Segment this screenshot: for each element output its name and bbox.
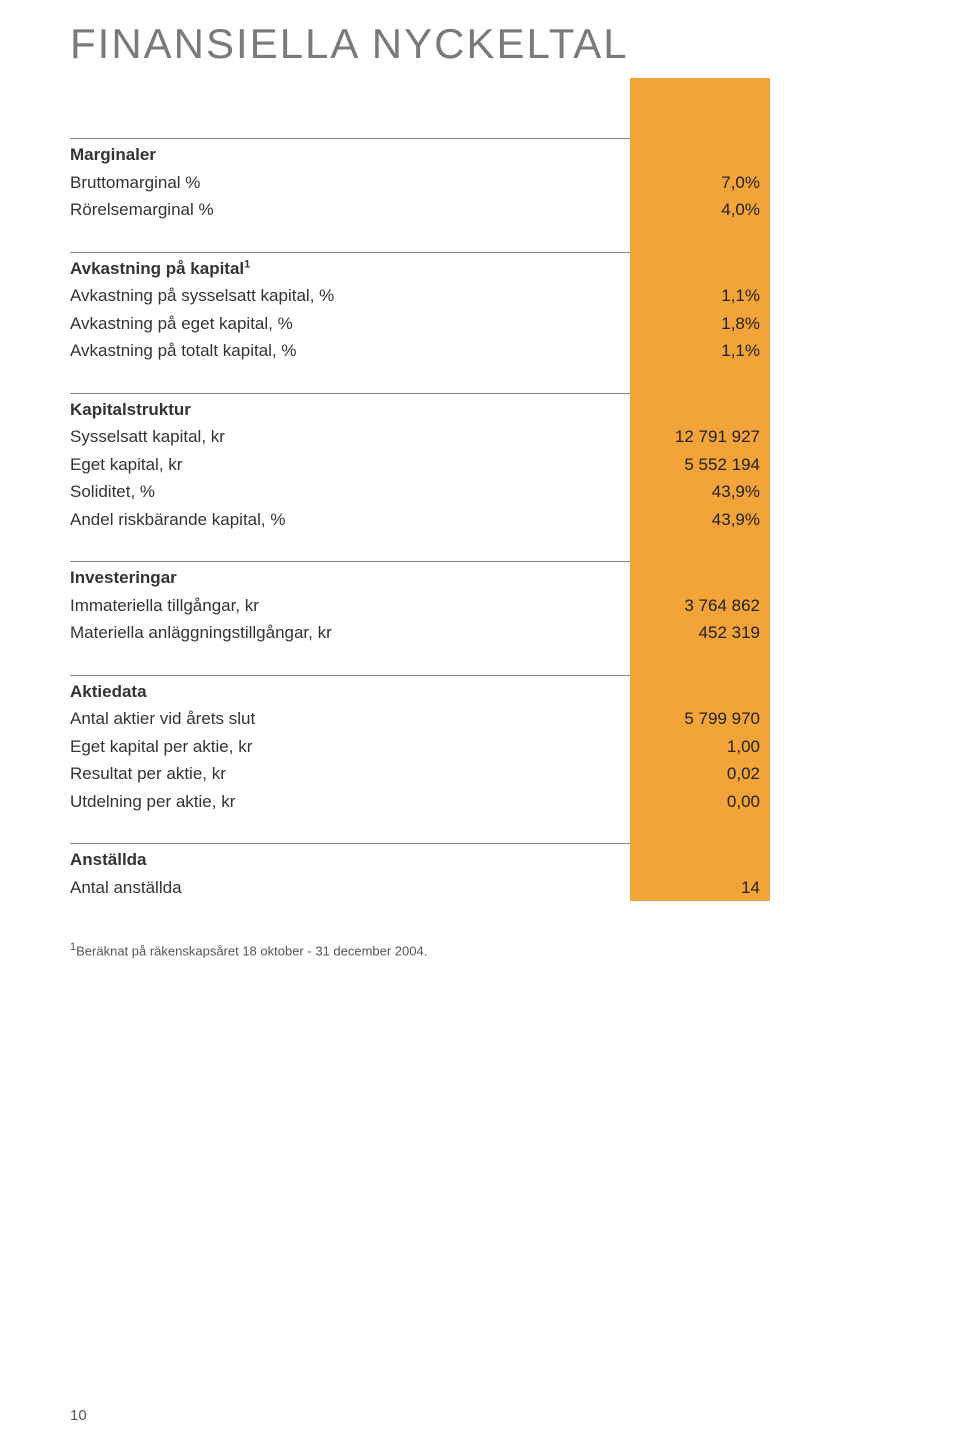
table-row: Resultat per aktie, kr0,02 bbox=[70, 760, 900, 788]
table-row: Utdelning per aktie, kr0,00 bbox=[70, 788, 900, 816]
spacer-value bbox=[630, 815, 770, 843]
spacer-value bbox=[630, 224, 770, 252]
table-row: Andel riskbärande kapital, %43,9% bbox=[70, 506, 900, 534]
section-heading-row: Anställda bbox=[70, 843, 900, 874]
row-value: 14 bbox=[630, 874, 770, 902]
row-value: 1,1% bbox=[630, 337, 770, 365]
row-value: 5 552 194 bbox=[630, 451, 770, 479]
row-label: Eget kapital, kr bbox=[70, 451, 630, 479]
section-heading: Investeringar bbox=[70, 561, 630, 592]
table-row: Eget kapital per aktie, kr1,00 bbox=[70, 733, 900, 761]
row-value: 5 799 970 bbox=[630, 705, 770, 733]
row-label: Antal aktier vid årets slut bbox=[70, 705, 630, 733]
spacer-value bbox=[630, 365, 770, 393]
section-heading-row: Investeringar bbox=[70, 561, 900, 592]
row-value: 1,1% bbox=[630, 282, 770, 310]
spacer-label bbox=[70, 815, 630, 843]
section-heading-row: Avkastning på kapital1 bbox=[70, 252, 900, 283]
row-value: 0,02 bbox=[630, 760, 770, 788]
table-row: Sysselsatt kapital, kr12 791 927 bbox=[70, 423, 900, 451]
section-spacer bbox=[70, 365, 900, 393]
section-heading: Kapitalstruktur bbox=[70, 393, 630, 424]
row-value: 1,8% bbox=[630, 310, 770, 338]
row-label: Materiella anläggningstillgångar, kr bbox=[70, 619, 630, 647]
table-row: Bruttomarginal %7,0% bbox=[70, 169, 900, 197]
table-row: Soliditet, %43,9% bbox=[70, 478, 900, 506]
table-row: Avkastning på totalt kapital, %1,1% bbox=[70, 337, 900, 365]
row-label: Antal anställda bbox=[70, 874, 630, 902]
row-label: Eget kapital per aktie, kr bbox=[70, 733, 630, 761]
row-label: Soliditet, % bbox=[70, 478, 630, 506]
row-value: 43,9% bbox=[630, 478, 770, 506]
table-row: Materiella anläggningstillgångar, kr452 … bbox=[70, 619, 900, 647]
table-row: Avkastning på sysselsatt kapital, %1,1% bbox=[70, 282, 900, 310]
table-row: Immateriella tillgångar, kr3 764 862 bbox=[70, 592, 900, 620]
row-value: 43,9% bbox=[630, 506, 770, 534]
footnote: 1Beräknat på räkenskapsåret 18 oktober -… bbox=[70, 941, 900, 958]
section-spacer bbox=[70, 815, 900, 843]
section-heading: Avkastning på kapital1 bbox=[70, 252, 630, 283]
section-heading: Anställda bbox=[70, 843, 630, 874]
spacer-label bbox=[70, 224, 630, 252]
section-heading-value-cell bbox=[630, 393, 770, 424]
table-row: Antal aktier vid årets slut5 799 970 bbox=[70, 705, 900, 733]
section-heading: Aktiedata bbox=[70, 675, 630, 706]
row-value: 12 791 927 bbox=[630, 423, 770, 451]
section-heading-sup: 1 bbox=[244, 258, 250, 270]
section-spacer bbox=[70, 533, 900, 561]
row-label: Sysselsatt kapital, kr bbox=[70, 423, 630, 451]
row-value: 1,00 bbox=[630, 733, 770, 761]
page-title: FINANSIELLA NYCKELTAL bbox=[70, 20, 900, 68]
row-label: Bruttomarginal % bbox=[70, 169, 630, 197]
table-row: Eget kapital, kr5 552 194 bbox=[70, 451, 900, 479]
row-value: 3 764 862 bbox=[630, 592, 770, 620]
table-row: Avkastning på eget kapital, %1,8% bbox=[70, 310, 900, 338]
spacer-label bbox=[70, 365, 630, 393]
section-heading-row: Aktiedata bbox=[70, 675, 900, 706]
row-label: Avkastning på sysselsatt kapital, % bbox=[70, 282, 630, 310]
row-label: Andel riskbärande kapital, % bbox=[70, 506, 630, 534]
section-spacer bbox=[70, 224, 900, 252]
section-heading-row: Kapitalstruktur bbox=[70, 393, 900, 424]
table-row: Antal anställda14 bbox=[70, 874, 900, 902]
row-value: 452 319 bbox=[630, 619, 770, 647]
spacer-label bbox=[70, 647, 630, 675]
row-label: Resultat per aktie, kr bbox=[70, 760, 630, 788]
section-heading-value-cell bbox=[630, 675, 770, 706]
section-heading-value-cell bbox=[630, 843, 770, 874]
table-row: Rörelsemarginal %4,0% bbox=[70, 196, 900, 224]
section-heading-value-cell bbox=[630, 138, 770, 169]
section-heading-row: Marginaler bbox=[70, 138, 900, 169]
row-value: 7,0% bbox=[630, 169, 770, 197]
page-number: 10 bbox=[70, 1407, 87, 1424]
spacer-value bbox=[630, 647, 770, 675]
row-label: Utdelning per aktie, kr bbox=[70, 788, 630, 816]
row-value: 4,0% bbox=[630, 196, 770, 224]
section-spacer bbox=[70, 647, 900, 675]
value-column-tab bbox=[630, 78, 770, 138]
footnote-text: Beräknat på räkenskapsåret 18 oktober - … bbox=[76, 943, 427, 958]
spacer-label bbox=[70, 533, 630, 561]
row-label: Rörelsemarginal % bbox=[70, 196, 630, 224]
row-label: Avkastning på eget kapital, % bbox=[70, 310, 630, 338]
section-heading-value-cell bbox=[630, 561, 770, 592]
spacer-value bbox=[630, 533, 770, 561]
row-value: 0,00 bbox=[630, 788, 770, 816]
row-label: Immateriella tillgångar, kr bbox=[70, 592, 630, 620]
sections-container: MarginalerBruttomarginal %7,0%Rörelsemar… bbox=[70, 138, 900, 901]
section-heading-value-cell bbox=[630, 252, 770, 283]
row-label: Avkastning på totalt kapital, % bbox=[70, 337, 630, 365]
content-area: MarginalerBruttomarginal %7,0%Rörelsemar… bbox=[70, 138, 900, 901]
section-heading: Marginaler bbox=[70, 138, 630, 169]
